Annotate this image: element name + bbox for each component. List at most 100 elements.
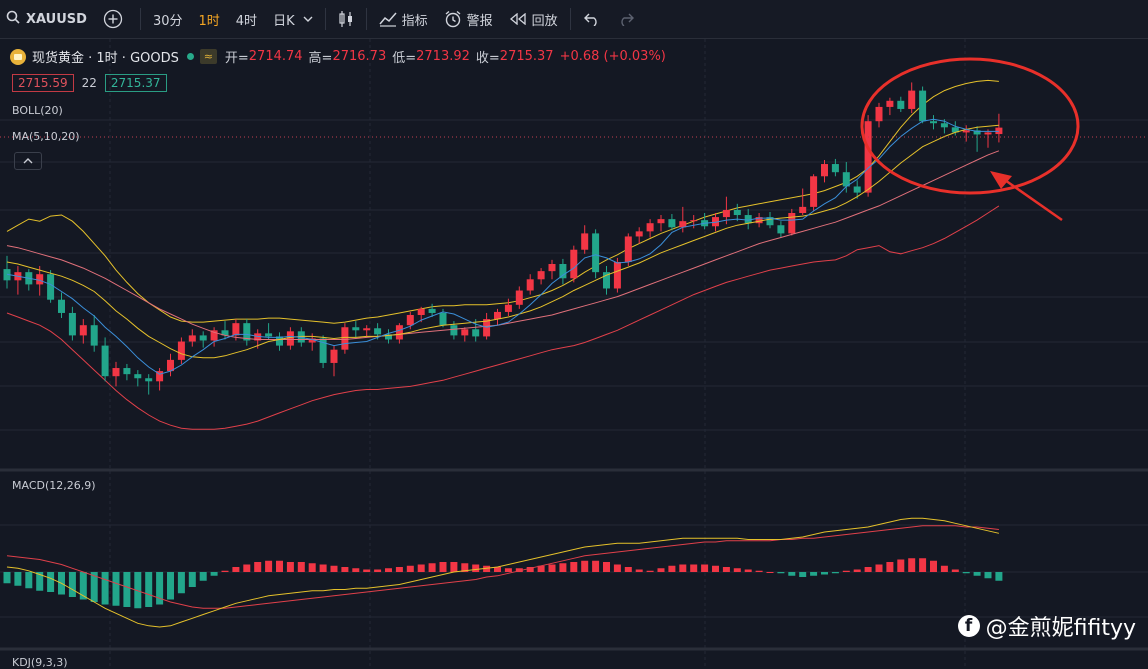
candle-body bbox=[406, 315, 414, 326]
replay-label: 回放 bbox=[531, 13, 558, 29]
macd-histogram-bar bbox=[592, 560, 600, 572]
facebook-icon: f bbox=[957, 615, 980, 637]
macd-histogram-bar bbox=[842, 570, 850, 572]
chart-canvas[interactable] bbox=[0, 39, 1148, 668]
candle-body bbox=[962, 130, 970, 133]
candle-body bbox=[940, 123, 948, 128]
alert-button[interactable]: 警报 bbox=[436, 0, 501, 38]
macd-histogram-bar bbox=[188, 572, 196, 587]
watermark: f @金煎妮fifityy bbox=[957, 610, 1136, 642]
candle-body bbox=[188, 335, 196, 342]
toolbar-divider bbox=[324, 8, 326, 30]
macd-histogram-bar bbox=[330, 565, 338, 572]
redo-button[interactable] bbox=[609, 0, 643, 38]
candle-body bbox=[690, 220, 698, 222]
candle-body bbox=[831, 164, 839, 173]
candle-body bbox=[559, 264, 567, 279]
macd-histogram-bar bbox=[908, 558, 916, 572]
interval-4h[interactable]: 4时 bbox=[228, 0, 265, 38]
indicators-icon bbox=[379, 11, 397, 27]
macd-histogram-bar bbox=[526, 567, 534, 572]
interval-4h-label: 4时 bbox=[235, 13, 258, 29]
candle-body bbox=[483, 319, 491, 337]
candle-body bbox=[842, 172, 850, 187]
interval-1h-label: 1时 bbox=[198, 13, 220, 29]
candle-body bbox=[908, 90, 916, 109]
candle-body bbox=[221, 330, 229, 336]
interval-30m-label: 30分 bbox=[152, 13, 183, 29]
symbol-search[interactable]: XAUUSD bbox=[0, 0, 95, 38]
candle-body bbox=[3, 269, 11, 281]
market-open-dot bbox=[186, 53, 194, 60]
annotation-arrow-head bbox=[990, 171, 1012, 189]
macd-histogram-bar bbox=[766, 572, 774, 573]
macd-histogram-bar bbox=[494, 567, 501, 572]
candle-body bbox=[145, 378, 153, 382]
candle-body bbox=[755, 217, 763, 224]
ask-price[interactable]: 2715.37 bbox=[104, 74, 167, 92]
symbol-label: XAUUSD bbox=[26, 11, 87, 27]
toolbar-divider bbox=[365, 8, 367, 30]
macd-histogram-bar bbox=[962, 572, 970, 574]
macd-histogram-bar bbox=[940, 565, 948, 572]
candle-body bbox=[973, 130, 981, 135]
candle-body bbox=[984, 132, 992, 135]
chart-type-button[interactable] bbox=[330, 0, 362, 38]
macd-histogram-bar bbox=[406, 565, 414, 572]
interval-30m[interactable]: 30分 bbox=[145, 0, 191, 38]
macd-panel bbox=[3, 517, 1003, 628]
undo-button[interactable] bbox=[575, 0, 609, 38]
candle-body bbox=[243, 323, 251, 341]
macd-histogram-bar bbox=[167, 572, 174, 600]
candle-body bbox=[319, 338, 327, 363]
instrument-title: 现货黄金 · 1时 · GOODS bbox=[32, 51, 179, 66]
redo-icon bbox=[617, 12, 635, 26]
candle-body bbox=[897, 100, 905, 109]
macd-histogram-bar bbox=[210, 572, 218, 576]
candle-body bbox=[36, 274, 44, 285]
macd-histogram-bar bbox=[603, 562, 610, 572]
change-value: +0.68 (+0.03%) bbox=[559, 49, 666, 64]
collapse-indicators-button[interactable] bbox=[14, 152, 42, 170]
macd-histogram-bar bbox=[341, 567, 349, 572]
macd-histogram-bar bbox=[777, 572, 785, 574]
candle-body bbox=[461, 329, 469, 336]
indicators-button[interactable]: 指标 bbox=[371, 0, 436, 38]
bid-price[interactable]: 2715.59 bbox=[12, 74, 74, 92]
macd-histogram-bar bbox=[319, 564, 327, 572]
candle-body bbox=[199, 335, 207, 341]
candle-body bbox=[712, 217, 719, 227]
candle-body bbox=[951, 127, 959, 133]
candlestick-series bbox=[3, 82, 1003, 395]
interval-1h[interactable]: 1时 bbox=[191, 0, 228, 38]
macd-histogram-bar bbox=[450, 562, 458, 572]
macd-histogram-bar bbox=[624, 567, 632, 572]
macd-histogram-bar bbox=[221, 570, 229, 572]
high-label: 高= bbox=[308, 51, 333, 66]
interval-1d[interactable]: 日K bbox=[265, 0, 321, 38]
candle-body bbox=[286, 331, 294, 346]
replay-button[interactable]: 回放 bbox=[501, 0, 566, 38]
macd-histogram-bar bbox=[101, 572, 109, 605]
moving-averages bbox=[6, 118, 1000, 375]
boll-indicator-label[interactable]: BOLL(20) bbox=[12, 104, 63, 117]
alert-label: 警报 bbox=[466, 13, 493, 29]
candle-body bbox=[68, 312, 76, 336]
ma-indicator-label[interactable]: MA(5,10,20) bbox=[12, 130, 80, 143]
macd-indicator-label[interactable]: MACD(12,26,9) bbox=[12, 479, 96, 492]
candle-body bbox=[744, 215, 752, 224]
macd-histogram-bar bbox=[123, 572, 131, 607]
macd-histogram-bar bbox=[537, 565, 545, 572]
add-symbol-button[interactable] bbox=[95, 0, 136, 38]
macd-histogram-bar bbox=[3, 572, 11, 584]
spread-value: 22 bbox=[81, 76, 97, 90]
candle-body bbox=[722, 209, 730, 218]
close-label: 收= bbox=[475, 51, 500, 66]
macd-histogram-bar bbox=[417, 564, 425, 572]
candle-body bbox=[613, 261, 621, 289]
macd-histogram-bar bbox=[559, 563, 567, 572]
kdj-indicator-label[interactable]: KDJ(9,3,3) bbox=[12, 656, 68, 669]
candle-body bbox=[341, 327, 349, 350]
candle-body bbox=[363, 328, 371, 331]
open-label: 开= bbox=[224, 51, 249, 66]
